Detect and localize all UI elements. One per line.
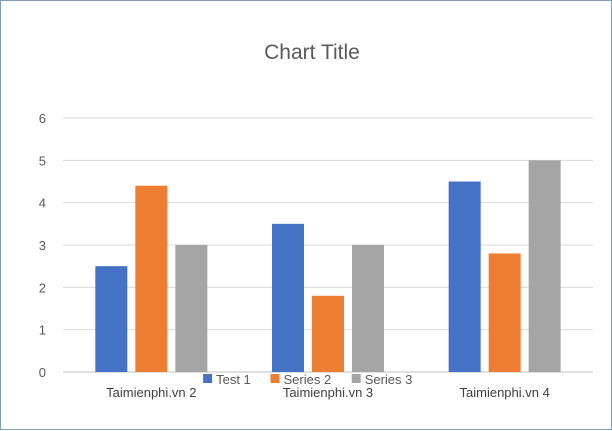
legend-label: Test 1: [216, 372, 251, 387]
x-axis-categories: Taimienphi.vn 2 Taimienphi.vn 3 Taimienphi…: [106, 385, 550, 400]
bar: [448, 181, 481, 372]
legend: Test 1 Series 2 Series 3: [203, 372, 412, 387]
chart-title: Chart Title: [264, 41, 360, 64]
bar: [95, 266, 128, 372]
legend-swatch: [270, 374, 280, 383]
y-tick-label: 0: [39, 365, 46, 380]
bar: [312, 295, 344, 372]
y-tick-label: 6: [39, 111, 46, 126]
legend-swatch: [351, 374, 361, 383]
bar: [528, 160, 561, 372]
bar-series: [95, 160, 561, 372]
bar: [352, 245, 384, 372]
bar: [488, 253, 521, 372]
y-tick-label: 5: [39, 153, 46, 168]
bar: [135, 185, 168, 372]
legend-label: Series 2: [284, 372, 332, 387]
y-tick-label: 3: [39, 238, 46, 253]
legend-label: Series 3: [365, 372, 413, 387]
y-tick-label: 2: [39, 280, 46, 295]
legend-swatch: [203, 374, 213, 383]
bar: [272, 223, 304, 372]
y-tick-label: 1: [39, 323, 46, 338]
y-axis-ticks: 0 1 2 3 4 5 6: [39, 111, 46, 380]
category-label: Taimienphi.vn 3: [283, 385, 373, 400]
y-tick-label: 4: [39, 196, 46, 211]
category-label: Taimienphi.vn 2: [106, 385, 196, 400]
bar: [175, 245, 208, 372]
category-label: Taimienphi.vn 4: [460, 385, 550, 400]
